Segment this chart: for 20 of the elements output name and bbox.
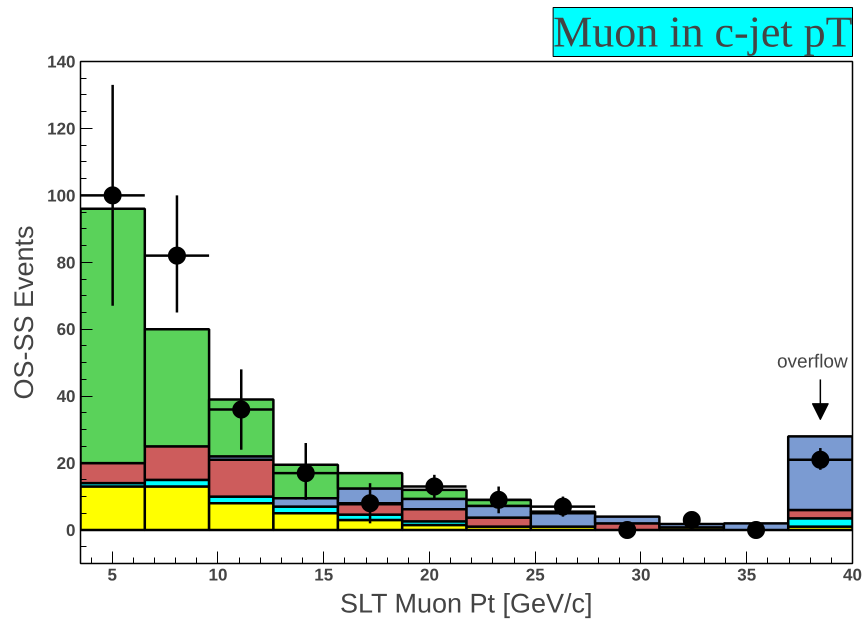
y-axis-title: OS-SS Events xyxy=(9,225,40,400)
x-tick-label: 30 xyxy=(632,566,650,584)
y-tick-label: 0 xyxy=(66,521,76,540)
x-axis-title: SLT Muon Pt [GeV/c] xyxy=(340,588,593,618)
x-tick-label: 40 xyxy=(843,566,862,584)
y-tick-label: 20 xyxy=(56,454,76,474)
annotation: overflow xyxy=(776,352,848,373)
y-tick-label: 120 xyxy=(47,119,76,138)
y-tick-label: 100 xyxy=(47,186,76,206)
x-tick-label: 20 xyxy=(420,566,439,584)
y-tick-label: 140 xyxy=(47,52,76,72)
chart-title: Muon in c-jet pT xyxy=(553,8,853,56)
y-tick-label: 80 xyxy=(56,253,76,272)
x-tick-label: 10 xyxy=(208,566,228,584)
y-tick-label: 40 xyxy=(56,387,76,406)
x-tick-label: 5 xyxy=(108,566,117,584)
x-tick-label: 35 xyxy=(737,566,756,584)
x-tick-label: 15 xyxy=(314,566,334,584)
y-tick-label: 60 xyxy=(56,320,76,340)
x-tick-label: 25 xyxy=(526,566,545,584)
